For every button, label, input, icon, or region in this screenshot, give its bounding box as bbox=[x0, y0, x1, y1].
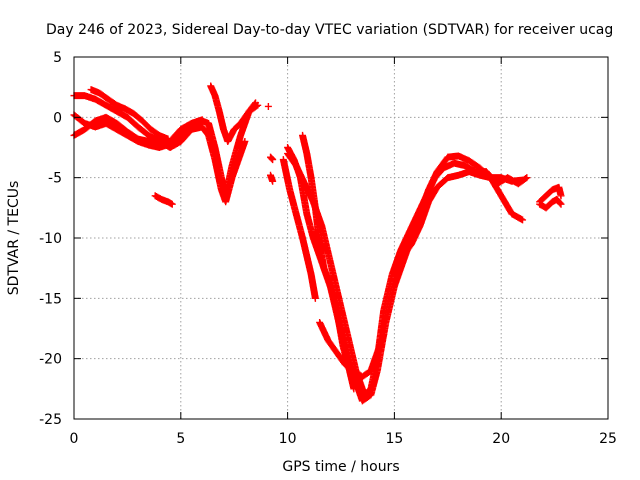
x-tick-label: 20 bbox=[492, 431, 510, 447]
x-tick-label: 15 bbox=[385, 431, 403, 447]
y-tick-label: -25 bbox=[39, 412, 62, 428]
series-track-4 bbox=[87, 86, 172, 143]
series-track-13 bbox=[279, 156, 319, 302]
series-track-18 bbox=[536, 195, 565, 212]
y-tick-label: -20 bbox=[39, 352, 62, 368]
chart-title: Day 246 of 2023, Sidereal Day-to-day VTE… bbox=[46, 22, 613, 38]
series-track-9 bbox=[264, 102, 272, 110]
grid bbox=[74, 57, 608, 419]
x-axis-label: GPS time / hours bbox=[282, 459, 399, 475]
series-track-6 bbox=[151, 192, 176, 208]
series-track-8 bbox=[267, 153, 277, 164]
data-markers bbox=[70, 82, 565, 405]
y-tick-label: 0 bbox=[53, 110, 62, 126]
series-track-11 bbox=[284, 144, 527, 405]
series-track-7 bbox=[267, 171, 277, 185]
x-tick-label: 25 bbox=[599, 431, 617, 447]
y-tick-label: 5 bbox=[53, 50, 62, 66]
y-axis-label: SDTVAR / TECUs bbox=[6, 181, 22, 296]
x-tick-label: 10 bbox=[279, 431, 297, 447]
axis-ticks bbox=[73, 56, 609, 420]
series-track-16 bbox=[390, 168, 527, 278]
series-track-14 bbox=[316, 318, 388, 381]
x-tick-label: 5 bbox=[176, 431, 185, 447]
y-tick-label: -5 bbox=[48, 171, 62, 187]
series-track-15 bbox=[311, 228, 330, 254]
tick-labels: 0 5 10 15 20 25 5 0 -5 -10 -15 -20 -25 bbox=[39, 50, 617, 447]
x-tick-label: 0 bbox=[70, 431, 79, 447]
y-tick-label: -15 bbox=[39, 291, 62, 307]
y-tick-label: -10 bbox=[39, 231, 62, 247]
series-track-5 bbox=[207, 82, 262, 145]
